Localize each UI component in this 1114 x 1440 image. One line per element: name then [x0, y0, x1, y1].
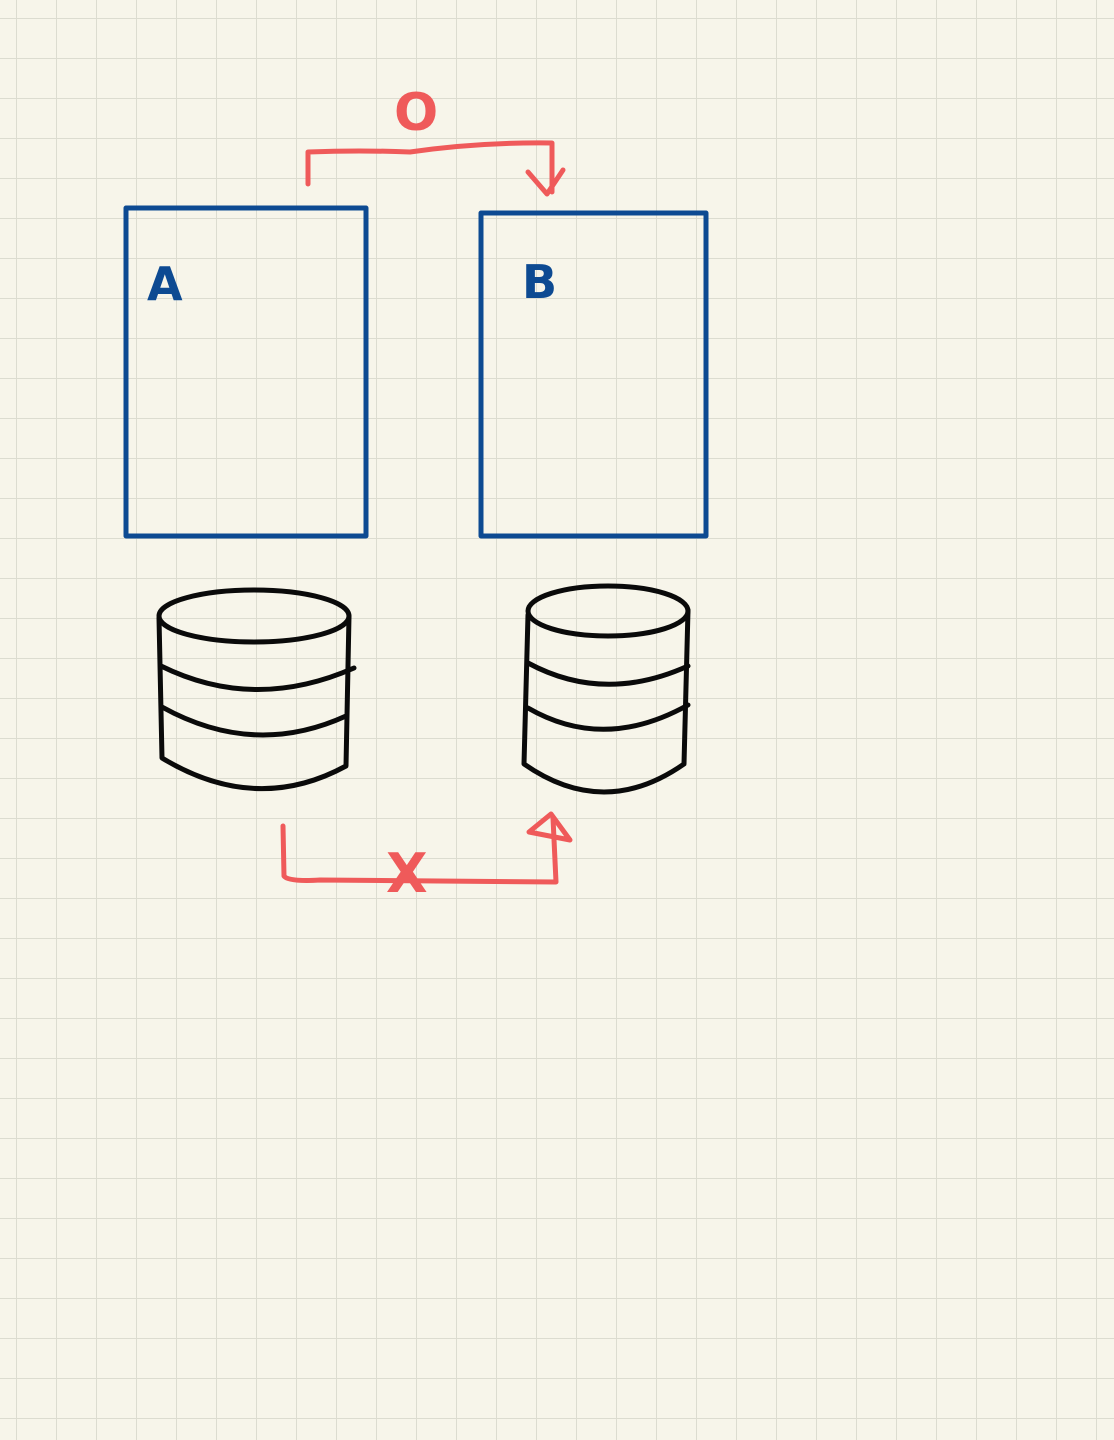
top-arrow-line[interactable] [305, 140, 555, 195]
service-a-label: A [147, 257, 183, 311]
bottom-arrow-db-a-to-db-b[interactable]: X [280, 811, 573, 905]
service-b-label: B [522, 255, 557, 309]
database-b-icon[interactable] [521, 583, 691, 795]
bottom-arrow-label: X [386, 842, 428, 905]
bottom-arrow-line[interactable] [280, 815, 559, 885]
bottom-arrow-head-icon [526, 811, 573, 843]
service-b[interactable]: B [478, 210, 709, 539]
top-arrow-a-to-b[interactable]: O [305, 83, 566, 197]
service-a-box[interactable] [123, 205, 369, 539]
top-arrow-label: O [394, 83, 438, 143]
top-arrow-head-icon [525, 167, 566, 197]
database-a-icon[interactable] [156, 587, 357, 792]
service-b-box[interactable] [478, 210, 709, 539]
service-a[interactable]: A [123, 205, 369, 539]
